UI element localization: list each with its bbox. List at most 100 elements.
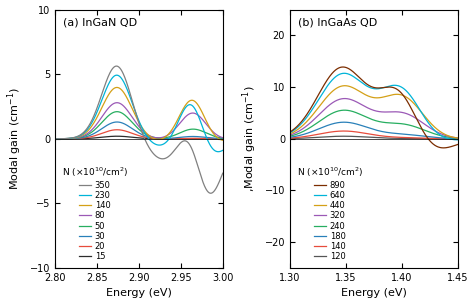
890 [340, 65, 346, 69]
50 [61, 137, 66, 140]
140 [129, 107, 135, 110]
15 [217, 137, 223, 141]
15 [61, 137, 66, 141]
440 [450, 135, 456, 139]
30 [215, 136, 221, 140]
640 [450, 138, 456, 141]
180 [296, 134, 301, 137]
20 [114, 128, 120, 132]
80 [134, 122, 139, 125]
640 [287, 131, 293, 135]
Line: 140: 140 [55, 88, 223, 140]
140 [450, 137, 456, 140]
15 [215, 137, 221, 141]
50 [184, 128, 190, 132]
140 [114, 86, 120, 89]
30 [114, 120, 120, 124]
20 [52, 137, 58, 141]
240 [365, 116, 370, 119]
180 [450, 137, 456, 140]
640 [455, 138, 461, 142]
440 [369, 95, 374, 99]
320 [455, 136, 461, 140]
20 [184, 136, 190, 140]
440 [419, 111, 425, 115]
30 [61, 137, 66, 140]
240 [287, 134, 293, 138]
320 [450, 136, 456, 139]
Line: 180: 180 [290, 122, 458, 139]
230 [52, 137, 58, 141]
440 [450, 135, 456, 139]
X-axis label: Energy (eV): Energy (eV) [106, 288, 172, 299]
80 [52, 137, 58, 141]
440 [365, 94, 370, 97]
890 [369, 85, 374, 88]
30 [129, 127, 135, 130]
Line: 120: 120 [290, 136, 458, 139]
80 [184, 113, 190, 117]
120 [455, 137, 461, 141]
180 [287, 136, 293, 139]
140 [369, 133, 374, 136]
120 [365, 135, 370, 139]
20 [129, 132, 135, 135]
230 [129, 101, 135, 105]
50 [215, 135, 221, 139]
Line: 890: 890 [290, 67, 458, 148]
Y-axis label: ,Modal gain (cm$^{-1}$): ,Modal gain (cm$^{-1}$) [240, 85, 259, 192]
120 [296, 136, 301, 140]
30 [215, 136, 221, 140]
320 [419, 121, 425, 124]
120 [450, 137, 456, 141]
Line: 140: 140 [290, 131, 458, 139]
50 [220, 136, 226, 140]
80 [215, 134, 221, 137]
120 [287, 137, 293, 140]
230 [215, 150, 221, 154]
Text: (a) InGaN QD: (a) InGaN QD [64, 17, 137, 27]
230 [61, 137, 66, 140]
140 [220, 138, 226, 142]
Line: 30: 30 [55, 122, 223, 139]
30 [184, 135, 190, 139]
50 [114, 110, 120, 113]
15 [184, 137, 190, 140]
Line: 50: 50 [55, 112, 223, 139]
440 [455, 136, 461, 140]
440 [342, 84, 348, 88]
80 [61, 137, 66, 140]
320 [365, 106, 370, 109]
140 [365, 132, 370, 136]
140 [215, 136, 221, 140]
180 [455, 137, 461, 140]
140 [287, 136, 293, 140]
Line: 440: 440 [290, 86, 458, 138]
240 [455, 136, 461, 140]
140 [184, 101, 190, 105]
Line: 230: 230 [55, 75, 223, 152]
20 [220, 137, 226, 141]
Line: 15: 15 [55, 136, 223, 139]
15 [134, 136, 139, 140]
30 [220, 137, 226, 140]
350 [52, 137, 58, 141]
230 [134, 113, 139, 117]
230 [184, 104, 190, 108]
140 [52, 137, 58, 141]
80 [220, 136, 226, 140]
Line: 20: 20 [55, 130, 223, 139]
640 [369, 86, 374, 90]
890 [287, 130, 293, 134]
140 [455, 137, 461, 140]
140 [61, 137, 66, 140]
350 [129, 99, 135, 102]
440 [287, 132, 293, 136]
30 [52, 137, 58, 141]
120 [450, 137, 456, 141]
240 [450, 136, 456, 140]
240 [450, 136, 456, 140]
640 [365, 85, 370, 88]
50 [52, 137, 58, 141]
640 [450, 138, 456, 141]
